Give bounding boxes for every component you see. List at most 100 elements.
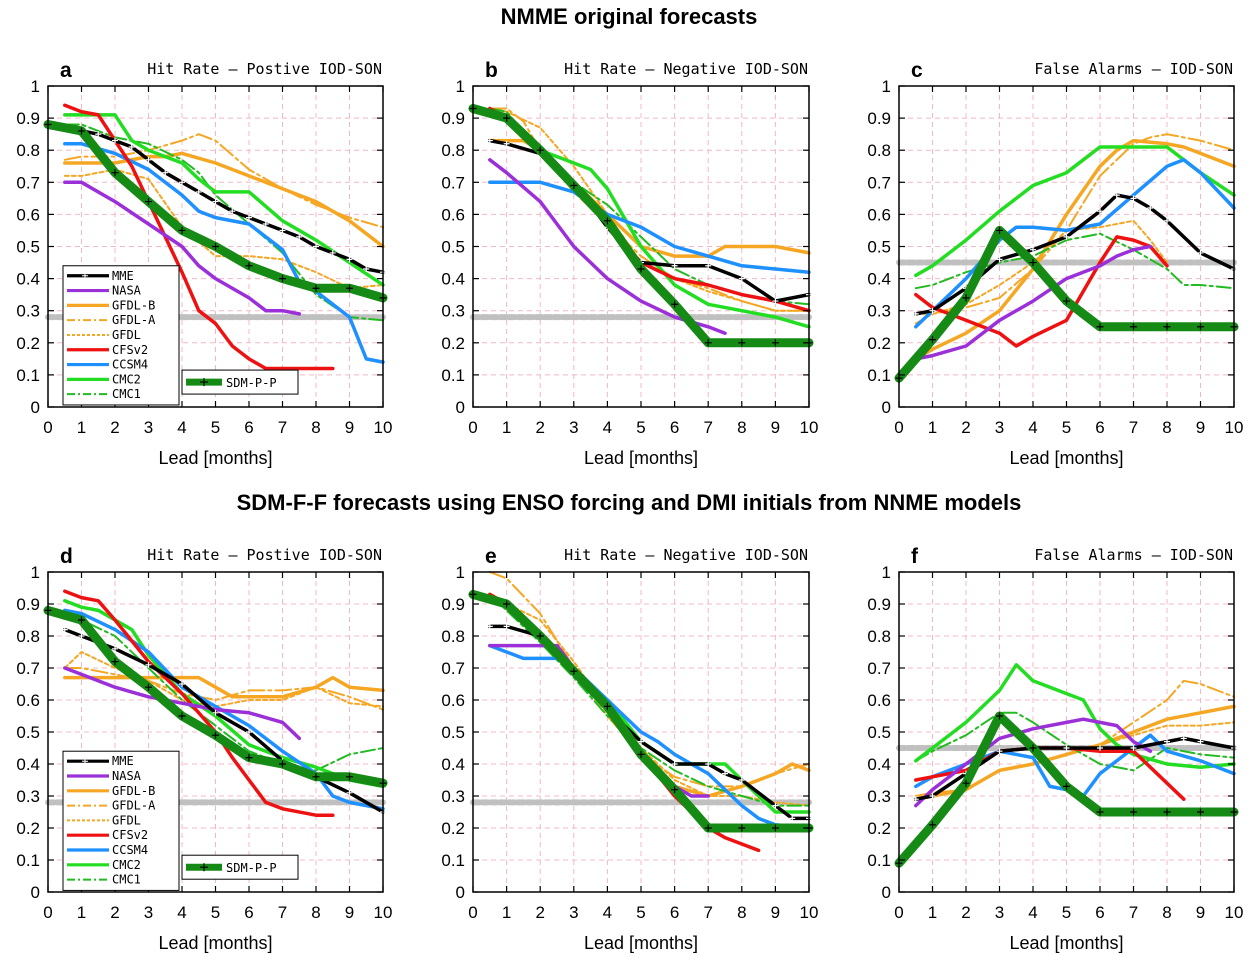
data-point-sdm-p-p bbox=[603, 217, 611, 225]
data-point-sdm-p-p bbox=[503, 114, 511, 122]
y-tick-label: 0.8 bbox=[441, 141, 465, 160]
panel-title: Hit Rate – Negative IOD-SON bbox=[564, 60, 808, 78]
y-tick-label: 0.7 bbox=[867, 173, 891, 192]
series-line-ccsm4 bbox=[914, 158, 1236, 329]
data-point-sdm-p-p bbox=[1197, 808, 1204, 816]
x-tick-label: 0 bbox=[468, 903, 477, 922]
legend-label: CMC1 bbox=[112, 873, 141, 887]
section-title-original: NMME original forecasts bbox=[500, 4, 758, 29]
y-tick-label: 0.9 bbox=[441, 595, 465, 614]
x-tick-label: 2 bbox=[961, 418, 970, 437]
data-point-sdm-p-p bbox=[212, 243, 219, 250]
chart-panel-f: 00 1 0.1 2 0.2 3 0.3 4 0.4 5 0.5 6 0.6 7 0.7 8 0.8 9 0.9 10… bbox=[867, 545, 1243, 953]
data-point-sdm-p-p bbox=[145, 683, 152, 691]
y-tick-label: 0.8 bbox=[867, 141, 891, 160]
y-tick-label: 0.5 bbox=[16, 238, 40, 257]
data-point-sdm-p-p bbox=[245, 262, 253, 270]
data-point-sdm-p-p bbox=[312, 773, 320, 781]
data-point-mme bbox=[246, 214, 252, 221]
data-point-mme bbox=[1113, 192, 1120, 199]
legend: MMENASAGFDL-BGFDL-AGFDLCFSv2CCSM4CMC2CMC… bbox=[62, 750, 299, 891]
data-point-mme bbox=[1197, 738, 1204, 745]
data-point-mme bbox=[1147, 204, 1154, 211]
data-point-sdm-p-p bbox=[178, 712, 186, 720]
y-tick-label: 0.1 bbox=[16, 366, 40, 385]
x-tick-label: 7 bbox=[703, 418, 712, 437]
y-tick-label: 0.4 bbox=[867, 270, 891, 289]
data-point-mme bbox=[229, 208, 236, 215]
y-tick-label: 0.5 bbox=[16, 723, 40, 742]
x-axis-label: Lead [months] bbox=[1009, 448, 1123, 468]
panel-letter: b bbox=[485, 59, 498, 82]
series-line-cfsv2 bbox=[914, 235, 1169, 348]
x-tick-label: 5 bbox=[1062, 903, 1071, 922]
x-tick-label: 10 bbox=[1225, 418, 1244, 437]
y-tick-label: 0.1 bbox=[441, 366, 465, 385]
data-point-mme bbox=[1063, 745, 1070, 751]
data-point-mme bbox=[705, 262, 712, 269]
panel-letter: e bbox=[485, 545, 497, 568]
legend-label: GFDL-B bbox=[112, 298, 155, 312]
y-tick-label: 0.6 bbox=[441, 205, 465, 224]
legend-label: GFDL-A bbox=[112, 799, 156, 813]
y-tick-label: 0.9 bbox=[16, 595, 40, 614]
panel-letter: c bbox=[911, 59, 923, 82]
data-point-sdm-p-p bbox=[671, 786, 679, 794]
y-tick-label: 0.5 bbox=[867, 723, 891, 742]
data-point-sdm-p-p bbox=[1029, 259, 1037, 267]
x-tick-label: 7 bbox=[703, 903, 712, 922]
x-tick-label: 2 bbox=[535, 418, 544, 437]
x-tick-label: 4 bbox=[177, 418, 186, 437]
legend-label: NASA bbox=[112, 284, 142, 298]
x-tick-label: 10 bbox=[800, 418, 819, 437]
data-point-mme bbox=[912, 310, 919, 317]
x-axis-label: Lead [months] bbox=[158, 933, 272, 953]
data-point-mme bbox=[296, 233, 303, 240]
data-point-mme bbox=[1030, 246, 1036, 253]
x-axis-label: Lead [months] bbox=[584, 448, 698, 468]
data-point-sdm-p-p bbox=[1163, 323, 1171, 331]
series-line-gfdl-a bbox=[63, 133, 384, 229]
data-point-mme bbox=[179, 681, 185, 687]
series-line-ccsm4 bbox=[63, 142, 385, 364]
x-tick-label: 2 bbox=[110, 418, 119, 437]
series-line-cmc2 bbox=[63, 113, 385, 287]
data-point-mme bbox=[929, 307, 936, 314]
y-tick-label: 0.7 bbox=[16, 659, 40, 678]
series-line-gfdl-a bbox=[63, 667, 384, 711]
x-tick-label: 5 bbox=[211, 418, 220, 437]
panel-title: Hit Rate – Negative IOD-SON bbox=[564, 546, 808, 564]
data-point-sdm-p-p bbox=[603, 702, 611, 710]
data-point-mme bbox=[262, 221, 269, 228]
data-point-mme bbox=[195, 188, 202, 195]
data-point-sdm-p-p bbox=[279, 275, 286, 283]
data-point-sdm-p-p bbox=[312, 284, 320, 292]
y-tick-label: 0.3 bbox=[867, 787, 891, 806]
y-tick-label: 0.2 bbox=[867, 819, 891, 838]
series-line-nasa bbox=[914, 244, 1153, 361]
y-tick-label: 0.4 bbox=[16, 270, 40, 289]
data-point-sdm-p-p bbox=[704, 339, 712, 347]
y-tick-label: 0.5 bbox=[441, 238, 465, 257]
x-tick-label: 5 bbox=[1062, 418, 1071, 437]
panel-title: False Alarms – IOD-SON bbox=[1034, 546, 1233, 564]
y-tick-label: 1 bbox=[456, 77, 465, 96]
y-tick-label: 0.3 bbox=[867, 302, 891, 321]
data-point-sdm-p-p bbox=[929, 821, 936, 829]
legend-marker bbox=[200, 863, 208, 872]
panel-title: Hit Rate – Postive IOD-SON bbox=[147, 60, 382, 78]
x-tick-label: 4 bbox=[603, 418, 612, 437]
panel-title: Hit Rate – Postive IOD-SON bbox=[147, 546, 382, 564]
data-point-mme bbox=[705, 761, 712, 767]
legend-label: GFDL bbox=[112, 328, 141, 342]
x-tick-label: 5 bbox=[636, 418, 645, 437]
x-tick-label: 4 bbox=[1028, 418, 1037, 437]
y-tick-label: 0.6 bbox=[441, 691, 465, 710]
x-axis-label: Lead [months] bbox=[584, 933, 698, 953]
series-line-nasa bbox=[63, 666, 302, 741]
x-tick-label: 4 bbox=[603, 903, 612, 922]
legend-label: NASA bbox=[112, 769, 142, 783]
x-tick-label: 1 bbox=[502, 903, 511, 922]
data-point-mme bbox=[279, 227, 286, 234]
